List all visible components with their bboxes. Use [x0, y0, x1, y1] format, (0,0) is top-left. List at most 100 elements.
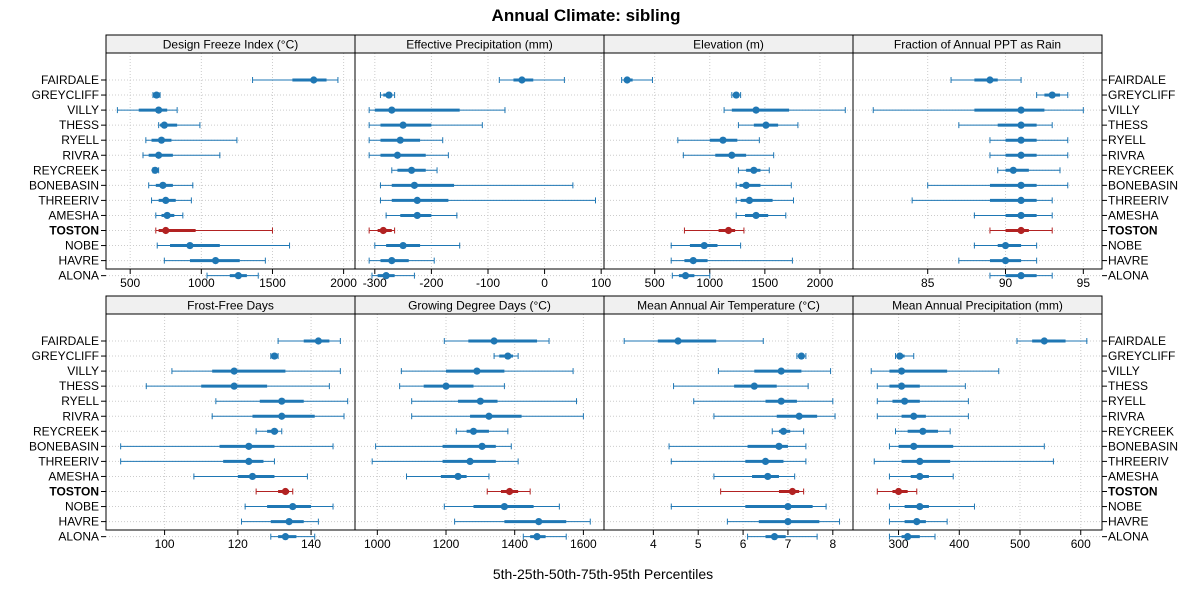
- median-point: [385, 91, 393, 99]
- median-point: [750, 382, 758, 390]
- median-point: [1048, 91, 1056, 99]
- x-tick-label: 500: [120, 276, 140, 290]
- median-point: [162, 226, 170, 235]
- median-point: [764, 472, 772, 481]
- x-tick-label: 400: [949, 537, 969, 551]
- median-point: [901, 397, 909, 405]
- panel-title: Growing Degree Days (°C): [408, 299, 551, 313]
- site-label-right: TOSTON: [1108, 224, 1158, 238]
- site-label-left: TOSTON: [49, 224, 99, 238]
- median-point: [742, 181, 750, 189]
- median-point: [916, 502, 924, 511]
- median-point: [919, 427, 927, 435]
- x-tick-label: -300: [363, 276, 387, 290]
- site-label-right: VILLY: [1108, 103, 1140, 117]
- x-axis-label: 5th-25th-50th-75th-95th Percentiles: [493, 566, 713, 582]
- median-point: [904, 533, 912, 541]
- median-point: [1017, 121, 1025, 129]
- median-point: [894, 487, 903, 496]
- x-tick-label: 100: [155, 537, 175, 551]
- median-point: [732, 91, 740, 99]
- site-label-right: RIVRA: [1108, 148, 1145, 162]
- x-tick-label: 2000: [807, 276, 834, 290]
- median-point: [399, 121, 407, 129]
- median-point: [752, 211, 760, 220]
- site-label-right: TOSTON: [1108, 485, 1158, 499]
- x-tick-label: 1400: [501, 537, 528, 551]
- x-tick-label: 95: [1077, 276, 1091, 290]
- median-point: [1040, 337, 1048, 345]
- median-point: [454, 472, 462, 481]
- x-tick-label: 85: [921, 276, 935, 290]
- site-label-left: FAIRDALE: [41, 334, 99, 348]
- median-point: [500, 502, 508, 511]
- median-point: [784, 502, 792, 511]
- median-point: [278, 412, 286, 420]
- x-tick-label: 1000: [696, 276, 723, 290]
- site-label-left: FAIRDALE: [41, 73, 99, 87]
- median-point: [270, 427, 279, 435]
- site-label-left: REYCREEK: [33, 424, 99, 438]
- x-tick-label: 7: [785, 537, 792, 551]
- site-label-right: VILLY: [1108, 364, 1140, 378]
- panel-title: Elevation (m): [693, 38, 764, 52]
- median-point: [151, 166, 159, 174]
- x-tick-label: 6: [740, 537, 747, 551]
- median-point: [770, 533, 779, 541]
- site-label-left: BONEBASIN: [29, 439, 99, 453]
- site-label-right: FAIRDALE: [1108, 334, 1166, 348]
- site-label-right: THESS: [1108, 379, 1148, 393]
- median-point: [1017, 226, 1025, 235]
- median-point: [399, 241, 407, 250]
- site-label-right: BONEBASIN: [1108, 439, 1178, 453]
- x-tick-label: -200: [419, 276, 443, 290]
- median-point: [916, 457, 924, 465]
- panel-title: Mean Annual Air Temperature (°C): [637, 299, 820, 313]
- x-tick-label: 4: [650, 537, 657, 551]
- median-point: [518, 76, 526, 84]
- median-point: [473, 367, 481, 375]
- site-label-left: RYELL: [61, 394, 99, 408]
- site-label-left: VILLY: [67, 364, 99, 378]
- median-point: [393, 151, 402, 159]
- median-point: [152, 91, 161, 99]
- panel-title: Mean Annual Precipitation (mm): [892, 299, 1063, 313]
- median-point: [248, 472, 257, 481]
- panel-frame: [852, 52, 1103, 270]
- panel-title: Design Freeze Index (°C): [163, 38, 299, 52]
- site-label-right: REYCREEK: [1108, 424, 1174, 438]
- x-tick-label: 1000: [364, 537, 391, 551]
- median-point: [382, 272, 390, 280]
- site-label-left: THREERIV: [38, 454, 99, 468]
- site-label-right: RYELL: [1108, 133, 1146, 147]
- site-label-right: HAVRE: [1108, 515, 1148, 529]
- x-tick-label: 1500: [259, 276, 286, 290]
- median-point: [310, 76, 318, 84]
- site-label-left: HAVRE: [59, 515, 99, 529]
- x-tick-label: 8: [829, 537, 836, 551]
- site-label-right: NOBE: [1108, 239, 1142, 253]
- panel-title: Frost-Free Days: [187, 299, 274, 313]
- site-label-left: AMESHA: [48, 208, 99, 222]
- median-point: [413, 196, 421, 204]
- site-label-left: ALONA: [58, 530, 99, 544]
- x-tick-label: 2000: [330, 276, 357, 290]
- median-point: [775, 442, 783, 450]
- site-label-right: THESS: [1108, 118, 1148, 132]
- median-point: [1017, 196, 1025, 204]
- site-label-left: NOBE: [65, 500, 99, 514]
- site-label-right: THREERIV: [1108, 454, 1169, 468]
- median-point: [155, 151, 163, 159]
- median-point: [897, 367, 906, 375]
- site-label-left: TOSTON: [49, 485, 99, 499]
- median-point: [674, 337, 682, 345]
- median-point: [230, 382, 238, 390]
- site-label-right: AMESHA: [1108, 469, 1159, 483]
- site-label-left: ALONA: [58, 269, 99, 283]
- median-point: [504, 352, 512, 360]
- site-label-left: AMESHA: [48, 469, 99, 483]
- x-tick-label: 100: [591, 276, 611, 290]
- median-point: [466, 457, 474, 465]
- median-point: [245, 457, 253, 465]
